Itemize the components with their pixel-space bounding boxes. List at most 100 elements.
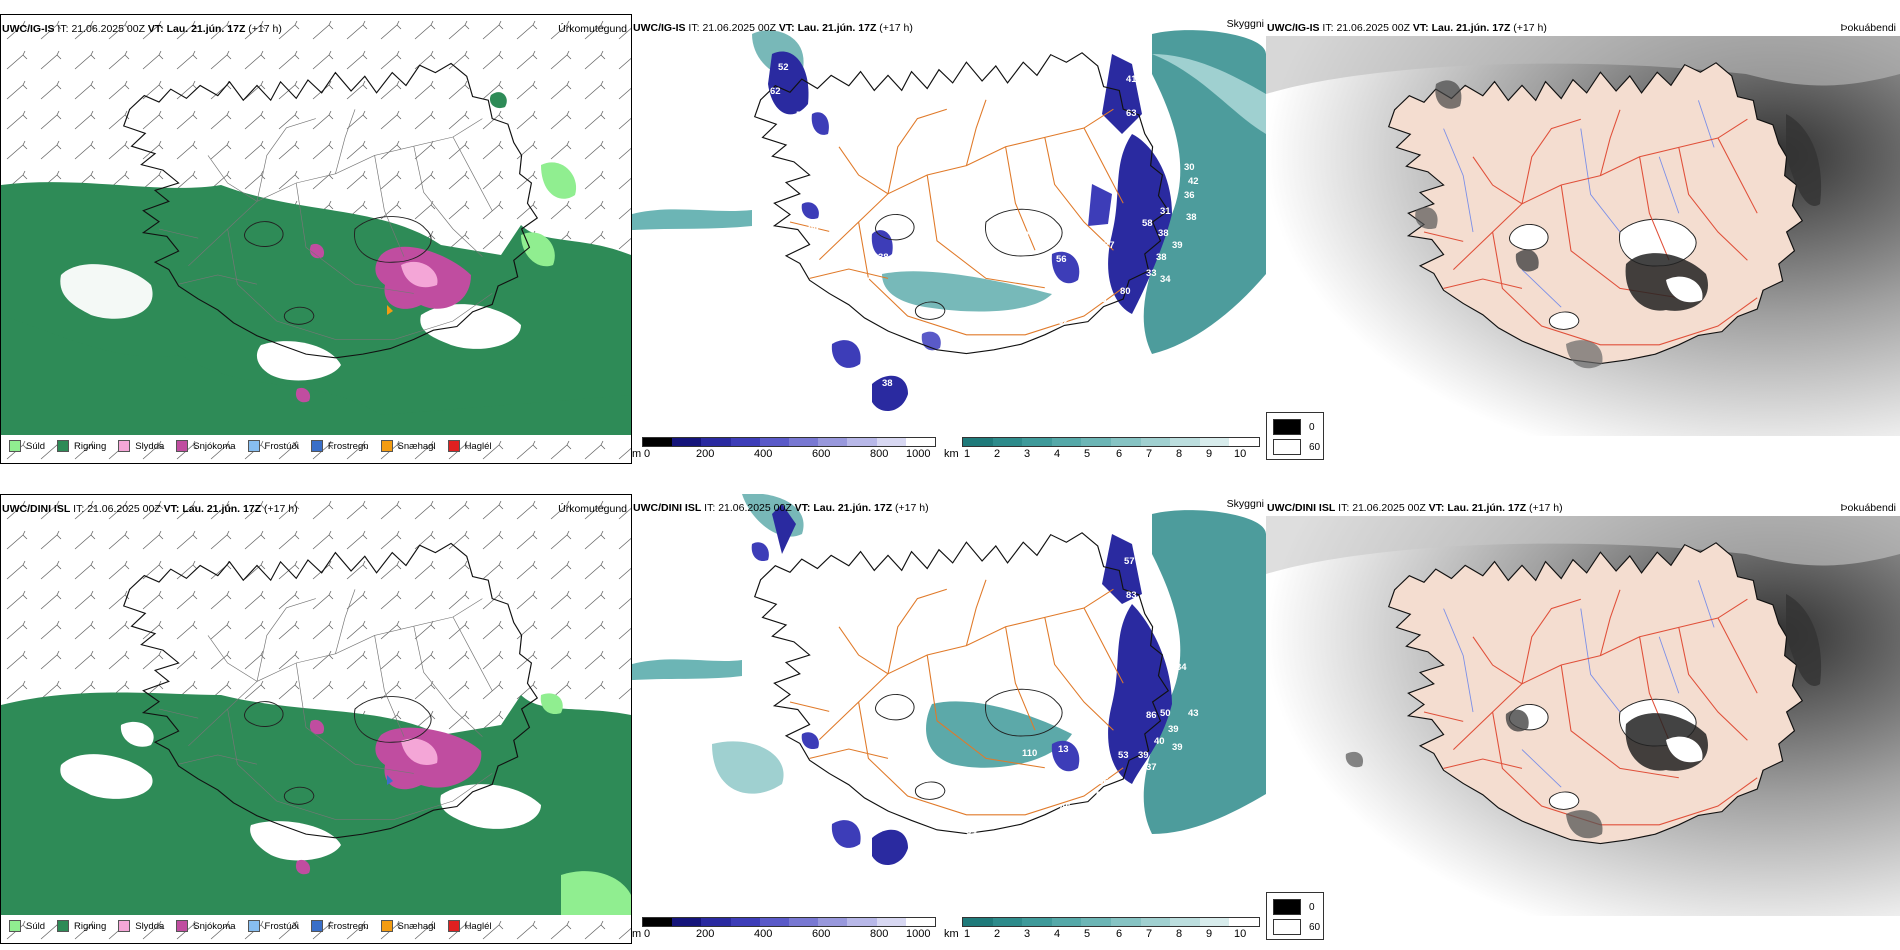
cloud-label: 50 xyxy=(796,110,807,121)
legend-item-hail: Haglél xyxy=(447,920,492,932)
fog-legend-top: 0 xyxy=(1309,421,1315,433)
cloudbase-tick: 0 xyxy=(644,448,651,460)
cloud-label: 74 xyxy=(934,830,945,841)
legend-item-freezing-drizzle: Frostúði xyxy=(247,920,299,932)
legend-item-rain: Rigning xyxy=(57,920,106,932)
visibility-tick: 9 xyxy=(1206,928,1213,940)
panel-title: Þokuábendi xyxy=(1840,22,1896,34)
legend-item-hail: Haglél xyxy=(447,440,492,452)
cloud-label: 56 xyxy=(1096,294,1107,305)
visibility-map: 188 257 42 132 80 74 49 84 722 110 13 46… xyxy=(632,494,1266,914)
visibility-panel-top: UWC/IG-IS IT: 21.06.2025 00Z VT: Lau. 21… xyxy=(632,14,1266,466)
visibility-map: 52 62 50 74 56 88 87 99 38 107 50 64 63 … xyxy=(632,14,1266,434)
visibility-unit: km xyxy=(944,928,959,940)
panel-title: Skyggni xyxy=(1226,498,1264,510)
cloud-label: 13 xyxy=(1058,744,1069,755)
visibility-tick: 9 xyxy=(1206,448,1213,460)
visibility-tick: 3 xyxy=(1024,448,1031,460)
cloud-label: 49 xyxy=(1142,100,1153,111)
cloud-label: 58 xyxy=(1142,218,1153,229)
cloud-label: 42 xyxy=(1158,606,1169,617)
visibility-tick: 8 xyxy=(1176,448,1183,460)
cloudbase-tick: 600 xyxy=(812,928,831,940)
visibility-colorbar: km 1 2 3 4 5 6 7 8 9 10 xyxy=(944,436,1264,464)
cloudbase-tick: 0 xyxy=(644,928,651,940)
cloud-label: 722 xyxy=(1016,772,1032,783)
visibility-tick: 7 xyxy=(1146,448,1153,460)
visibility-tick: 8 xyxy=(1176,928,1183,940)
cloud-label: 38 xyxy=(1156,252,1167,263)
cloud-label: 31 xyxy=(1160,206,1171,217)
cloud-label: 309 xyxy=(1016,260,1032,271)
visibility-tick: 10 xyxy=(1234,448,1247,460)
cloud-label: 62 xyxy=(1058,316,1069,327)
cloud-label: 110 xyxy=(1022,748,1037,759)
visibility-tick: 5 xyxy=(1084,448,1091,460)
fog-panel-top: UWC/IG-IS IT: 21.06.2025 00Z VT: Lau. 21… xyxy=(1266,14,1900,466)
fog-legend-bottom: 60 xyxy=(1309,441,1321,453)
cloudbase-tick: 1000 xyxy=(906,928,931,940)
legend-item-sleet: Slydda xyxy=(118,920,164,932)
precip-legend: Súld Rigning Slydda Snjókoma Frostúði Fr… xyxy=(1,913,631,939)
cloud-label: 170 xyxy=(924,356,940,367)
cloudbase-tick: 800 xyxy=(870,448,889,460)
visibility-colorbar: km 1 2 3 4 5 6 7 8 9 10 xyxy=(944,916,1264,944)
cloudbase-tick: 800 xyxy=(870,928,889,940)
cloudbase-tick: 1000 xyxy=(906,448,931,460)
cloud-label: 87 xyxy=(830,222,841,233)
panel-title: Þokuábendi xyxy=(1840,502,1896,514)
visibility-tick: 6 xyxy=(1116,928,1123,940)
cloud-label: 88 xyxy=(816,182,827,193)
panel-header: UWC/IG-IS IT: 21.06.2025 00Z VT: Lau. 21… xyxy=(2,23,282,35)
cloud-label: 50 xyxy=(1160,708,1171,719)
panel-header: UWC/IG-IS IT: 21.06.2025 00Z VT: Lau. 21… xyxy=(633,22,913,34)
visibility-strip xyxy=(962,437,1260,447)
cloud-label: 39 xyxy=(1138,750,1149,761)
cloud-label: 86 xyxy=(1146,710,1157,721)
panel-title: Úrkomutegund xyxy=(558,503,627,515)
visibility-tick: 4 xyxy=(1054,448,1061,460)
cloudbase-tick: 200 xyxy=(696,928,715,940)
cloud-label: 57 xyxy=(1124,556,1135,567)
cloudbase-tick: 400 xyxy=(754,448,773,460)
panel-header: UWC/DINI ISL IT: 21.06.2025 00Z VT: Lau.… xyxy=(633,502,929,514)
visibility-tick: 5 xyxy=(1084,928,1091,940)
cloud-label: 33 xyxy=(1146,268,1157,279)
cloud-label: 84 xyxy=(966,826,977,837)
cloudbase-strip xyxy=(642,437,936,447)
fog-legend: 0 60 xyxy=(1266,892,1324,940)
visibility-tick: 6 xyxy=(1116,448,1123,460)
fog-map xyxy=(1266,516,1900,946)
cloud-label: 36 xyxy=(1184,190,1195,201)
legend-item-snow-pellets: Snæhagl xyxy=(380,920,436,932)
visibility-panel-bottom: UWC/DINI ISL IT: 21.06.2025 00Z VT: Lau.… xyxy=(632,494,1266,946)
visibility-tick: 1 xyxy=(964,448,971,460)
fog-legend-bottom: 60 xyxy=(1309,921,1321,933)
cloudbase-tick: 400 xyxy=(754,928,773,940)
cloudbase-colorbar: m 0 200 400 600 800 1000 xyxy=(632,436,942,464)
cloud-label: 53 xyxy=(1118,750,1129,761)
cloud-label: 42 xyxy=(1188,176,1199,187)
visibility-unit: km xyxy=(944,448,959,460)
cloud-label: 38 xyxy=(882,378,893,389)
legend-item-rain: Rigning xyxy=(57,440,106,452)
visibility-tick: 2 xyxy=(994,928,1001,940)
visibility-tick: 10 xyxy=(1234,928,1247,940)
cloud-label: 61 xyxy=(1102,762,1113,773)
cloudbase-strip xyxy=(642,917,936,927)
visibility-tick: 3 xyxy=(1024,928,1031,940)
cloud-label: 74 xyxy=(814,154,825,165)
fog-map xyxy=(1266,36,1900,466)
cloud-label: 51 xyxy=(1096,790,1107,801)
legend-item-sleet: Slydda xyxy=(118,440,164,452)
cloud-label: 37 xyxy=(1146,762,1157,773)
visibility-tick: 4 xyxy=(1054,928,1061,940)
precip-type-panel-top: UWC/IG-IS IT: 21.06.2025 00Z VT: Lau. 21… xyxy=(0,14,632,464)
cloud-label: 83 xyxy=(1126,590,1137,601)
legend-item-drizzle: Súld xyxy=(9,440,45,452)
fog-panel-bottom: UWC/DINI ISL IT: 21.06.2025 00Z VT: Lau.… xyxy=(1266,494,1900,946)
cloud-label: 42 xyxy=(818,574,829,585)
cloud-label: 52 xyxy=(778,62,789,73)
legend-item-snow: Snjókoma xyxy=(176,920,236,932)
cloud-label: 38 xyxy=(1158,228,1169,239)
